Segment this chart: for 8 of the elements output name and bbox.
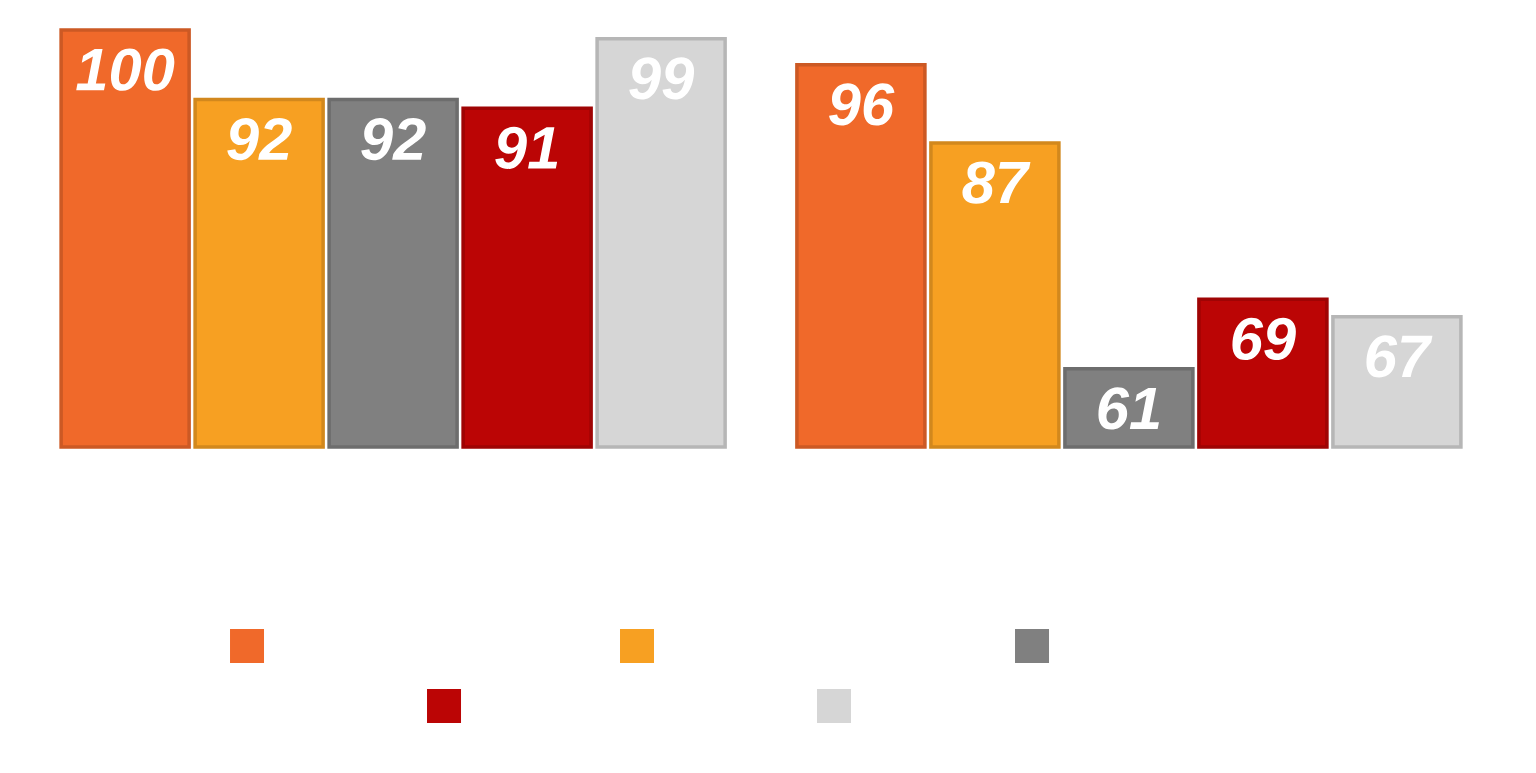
data-label: 69 <box>1232 317 1296 361</box>
data-label: 92 <box>361 117 426 161</box>
data-label: 91 <box>495 126 558 169</box>
data-label: 92 <box>227 117 292 161</box>
data-label: 96 <box>829 83 895 126</box>
data-label: 87 <box>962 161 1031 204</box>
data-label: 100 <box>76 48 175 91</box>
data-label: 61 <box>1098 387 1159 430</box>
